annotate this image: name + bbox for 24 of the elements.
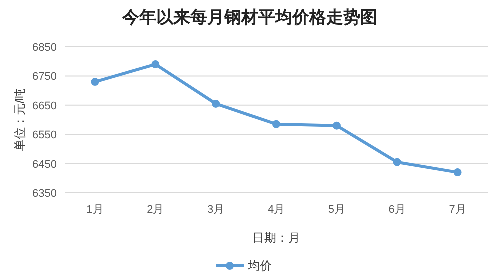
x-tick-label: 6月	[388, 204, 406, 216]
x-tick-label: 4月	[268, 204, 286, 216]
y-tick-label: 6750	[32, 71, 57, 84]
x-tick-label: 3月	[208, 204, 225, 216]
y-tick-label: 6450	[32, 158, 57, 171]
y-tick-label: 6550	[32, 130, 57, 142]
y-tick-label: 6850	[32, 42, 57, 54]
x-tick-label: 1月	[86, 204, 104, 216]
y-axis-title: 单位：元/吨	[13, 88, 27, 152]
y-tick-label: 6350	[32, 188, 57, 200]
point	[152, 60, 160, 69]
point	[454, 168, 462, 177]
point	[272, 120, 280, 128]
point	[332, 122, 341, 130]
chart-title: 今年以来每月钢材平均价格走势图	[122, 8, 378, 27]
point	[393, 158, 402, 166]
x-tick-label: 7月	[449, 204, 466, 216]
point	[212, 100, 220, 108]
x-tick-label: 2月	[147, 204, 164, 216]
x-tick-label: 5月	[328, 204, 346, 216]
legend-label: 均价	[247, 259, 272, 273]
point	[91, 78, 100, 86]
x-axis-title: 日期：月	[252, 231, 300, 245]
y-tick-label: 6650	[32, 100, 57, 112]
